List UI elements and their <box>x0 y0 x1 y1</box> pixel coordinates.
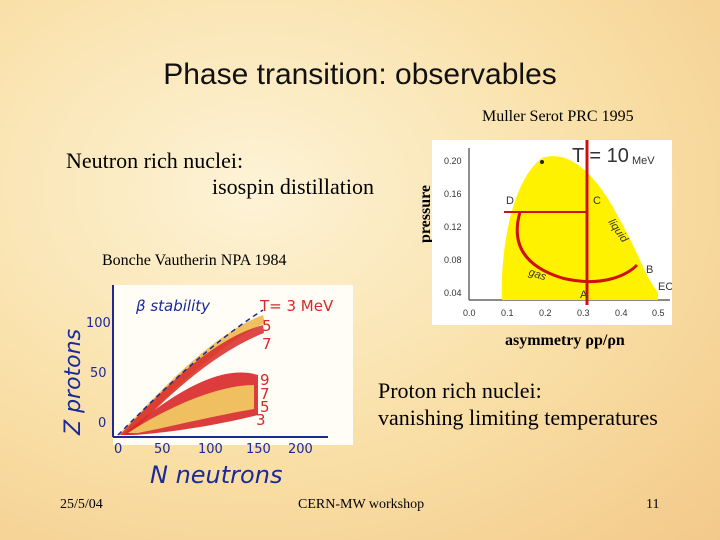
y-tick: 0.04 <box>444 288 462 298</box>
curve-label: 7 <box>262 335 272 353</box>
band-t5 <box>120 325 264 435</box>
temperature-label: T= 3 MeV <box>259 297 334 315</box>
point-label-ec: EC <box>658 281 672 293</box>
y-tick: 0.16 <box>444 189 462 199</box>
asymmetry-axis-label: asymmetry ρp/ρn <box>505 332 625 349</box>
slide-title: Phase transition: observables <box>163 58 557 91</box>
footer-workshop: CERN-MW workshop <box>298 497 425 512</box>
legend-title: β stability <box>135 297 211 315</box>
x-tick: 200 <box>288 442 313 457</box>
y-tick: 0.12 <box>444 222 462 232</box>
critical-point <box>540 160 544 164</box>
x-tick: 50 <box>154 442 171 457</box>
footer-date: 25/5/04 <box>60 497 103 512</box>
x-tick: 0.5 <box>652 308 665 318</box>
y-tick: 100 <box>86 316 111 331</box>
point-label-b: B <box>646 264 653 276</box>
curve-label: 9 <box>260 371 270 389</box>
evaporation-path <box>515 211 639 283</box>
point-label-a: A <box>580 289 588 301</box>
reference-muller-serot: Muller Serot PRC 1995 <box>482 108 634 125</box>
temperature-label: T = 10 <box>572 145 629 167</box>
reference-bonche-vautherin: Bonche Vautherin NPA 1984 <box>102 252 287 269</box>
y-tick: 0 <box>98 416 106 431</box>
z-n-plot: Z protons N neutrons β stability 100 50 … <box>61 285 353 489</box>
isospin-distillation-text: isospin distillation <box>212 174 374 199</box>
curve-label: 5 <box>262 317 272 335</box>
coexistence-region <box>501 156 658 300</box>
x-tick: 0.1 <box>501 308 514 318</box>
temperature-unit: MeV <box>632 155 655 167</box>
y-tick: 0.20 <box>444 156 462 166</box>
curve-label: 5 <box>260 398 270 416</box>
pressure-asymmetry-plot: 0.20 0.16 0.12 0.08 0.04 0.0 0.1 0.2 0.3… <box>432 140 672 325</box>
x-tick: 0.3 <box>577 308 590 318</box>
point-label-d: D <box>506 195 514 207</box>
neutron-rich-heading: Neutron rich nuclei: <box>66 148 244 173</box>
y-axis-title: Z protons <box>61 329 86 436</box>
x-tick: 150 <box>246 442 271 457</box>
x-tick: 0.2 <box>539 308 552 318</box>
gas-curve-label: gas <box>527 266 548 283</box>
x-axis-title: N neutrons <box>150 461 282 489</box>
limiting-temperatures-text: vanishing limiting temperatures <box>378 405 658 430</box>
point-label-c: C <box>593 195 601 207</box>
footer-page-number: 11 <box>646 497 660 512</box>
band-core <box>128 385 254 433</box>
x-tick: 0.0 <box>463 308 476 318</box>
x-tick: 0 <box>114 442 122 457</box>
curve-label: 7 <box>260 385 270 403</box>
y-tick: 0.08 <box>444 255 462 265</box>
y-tick: 50 <box>90 366 107 381</box>
proton-rich-heading: Proton rich nuclei: <box>378 378 542 403</box>
x-tick: 0.4 <box>615 308 628 318</box>
curve-label: 3 <box>256 411 266 429</box>
x-tick: 100 <box>198 442 223 457</box>
beta-stability-line <box>117 309 264 436</box>
